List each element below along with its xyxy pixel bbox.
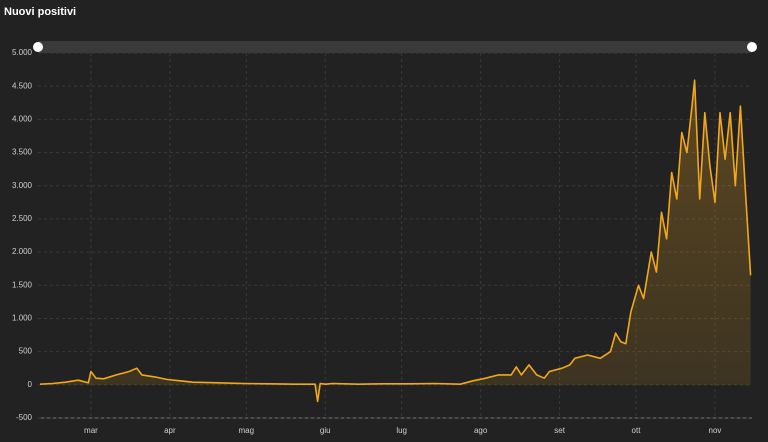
x-tick-label: mag [239,426,255,435]
area [40,80,751,402]
slider-handle[interactable] [33,42,43,52]
y-tick-label: 1.500 [12,280,33,289]
x-tick-label: giu [320,426,331,435]
x-tick-label: nov [709,426,722,435]
y-tick-label: 4.500 [12,81,33,90]
y-tick-label: -500 [16,413,33,422]
x-tick-label: lug [396,426,407,435]
y-tick-label: 4.000 [12,114,33,123]
y-tick-label: 500 [19,347,33,356]
x-tick-label: ago [474,426,488,435]
y-tick-label: 0 [28,380,33,389]
line [39,79,752,403]
x-tick-label: ott [632,426,642,435]
y-tick-label: 3.500 [12,148,33,157]
range-slider[interactable] [38,41,752,53]
chart-title: Nuovi positivi [4,6,76,18]
x-tick-label: mar [84,426,98,435]
y-tick-label: 2.000 [12,247,33,256]
y-tick-label: 5.000 [12,48,33,57]
x-tick-label: set [554,426,565,435]
y-tick-label: 3.000 [12,181,33,190]
slider-handle[interactable] [747,42,757,52]
x-tick-label: apr [164,426,176,435]
y-tick-label: 2.500 [12,214,33,223]
y-tick-label: 1.000 [12,314,33,323]
